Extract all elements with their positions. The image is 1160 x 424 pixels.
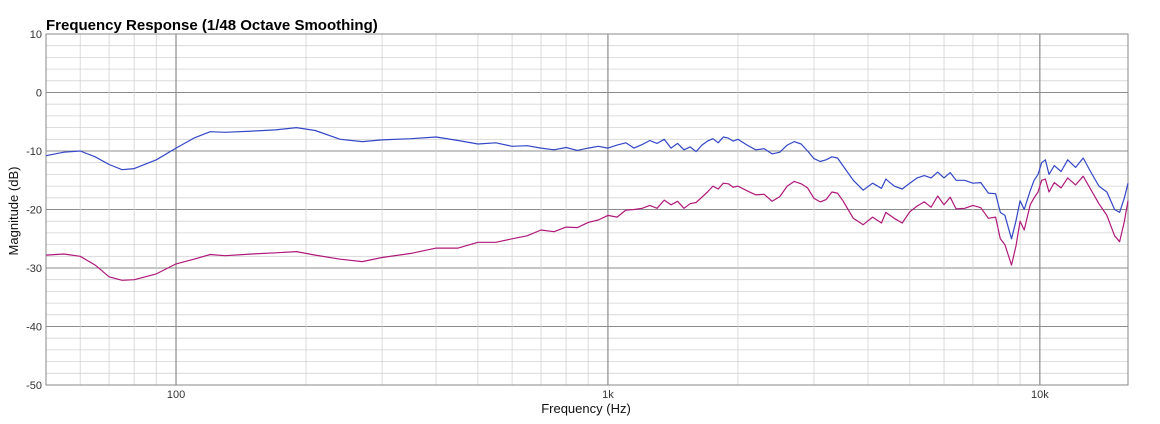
grid-lines <box>45 33 1128 386</box>
series-line-2 <box>45 175 1129 281</box>
series-lines <box>45 127 1129 281</box>
x-axis-label: Frequency (Hz) <box>541 401 631 416</box>
x-tick-label: 1k <box>602 389 614 401</box>
y-tick-label: 0 <box>36 88 42 100</box>
y-tick-label: -50 <box>26 380 42 392</box>
y-axis-label: Magnitude (dB) <box>6 167 21 256</box>
x-tick-labels: 100 1k 10k <box>167 389 1049 401</box>
y-tick-label: -30 <box>26 263 42 275</box>
y-tick-label: -20 <box>26 205 42 217</box>
y-tick-label: -10 <box>26 146 42 158</box>
x-tick-label: 100 <box>167 389 185 401</box>
series-line-1 <box>45 127 1129 240</box>
y-tick-labels: 10 0 -10 -20 -30 -40 -50 <box>26 29 42 392</box>
y-tick-label: -40 <box>26 322 42 334</box>
x-tick-label: 10k <box>1031 389 1049 401</box>
chart-title: Frequency Response (1/48 Octave Smoothin… <box>46 17 378 34</box>
y-tick-label: 10 <box>30 29 42 41</box>
plot-frame <box>45 33 1129 386</box>
